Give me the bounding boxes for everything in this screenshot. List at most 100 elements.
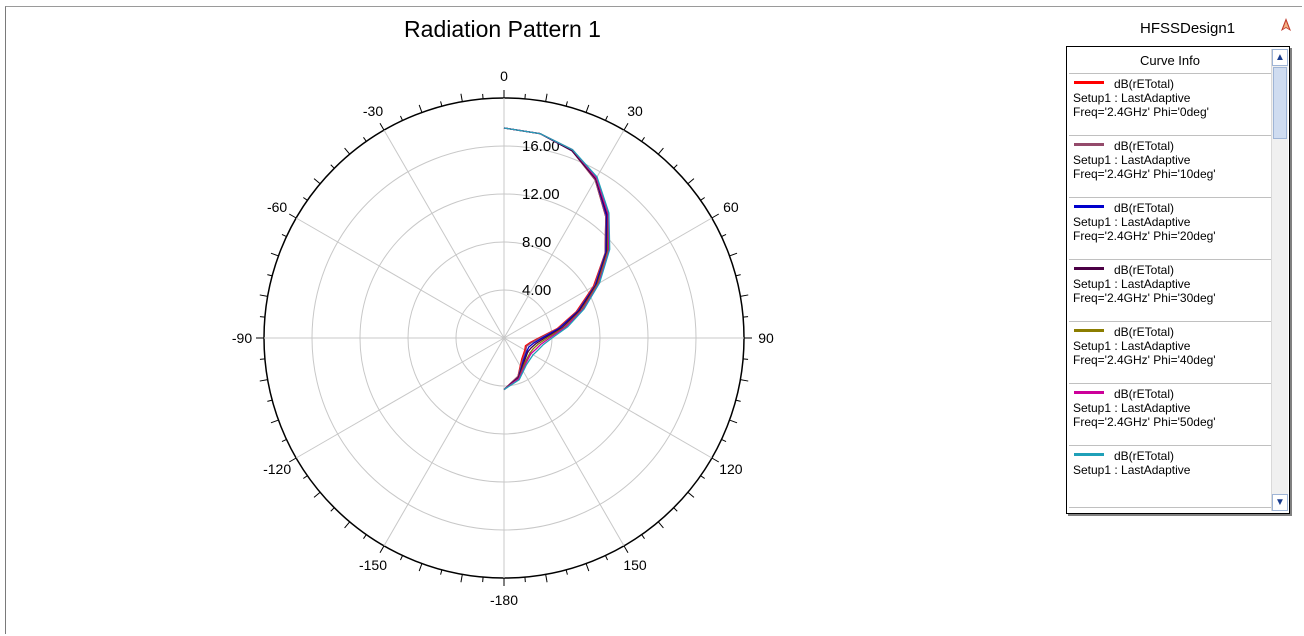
polar-tick-mark: [545, 574, 548, 583]
polar-tick-mark: [259, 294, 268, 297]
polar-tick-mark: [585, 104, 590, 113]
angle-tick-label: -90: [232, 330, 252, 346]
legend-params: Freq='2.4GHz' Phi='20deg': [1073, 229, 1216, 243]
series-swatch: [1074, 267, 1104, 271]
angle-tick-label: -30: [363, 103, 383, 119]
polar-grid-spoke: [503, 217, 713, 339]
polar-tick-mark: [281, 234, 287, 238]
radial-tick-label: 4.00: [522, 282, 551, 299]
polar-tick-mark: [379, 122, 385, 131]
polar-tick-mark: [303, 475, 308, 479]
legend-expression: dB(rETotal): [1114, 325, 1175, 339]
polar-tick-mark: [721, 234, 727, 238]
legend-expression: dB(rETotal): [1114, 77, 1175, 91]
polar-tick-mark: [657, 521, 664, 529]
legend-params: Freq='2.4GHz' Phi='40deg': [1073, 353, 1216, 367]
polar-tick-mark: [313, 178, 321, 185]
polar-tick-mark: [460, 574, 463, 583]
legend-params: Freq='2.4GHz' Phi='10deg': [1073, 167, 1216, 181]
polar-tick-mark: [687, 491, 695, 498]
polar-tick-mark: [735, 274, 741, 277]
polar-tick-mark: [344, 521, 351, 529]
legend-expression: dB(rETotal): [1114, 449, 1175, 463]
series-curve: [503, 127, 609, 391]
polar-tick-mark: [267, 399, 273, 402]
series-curve: [503, 127, 607, 391]
legend-params: Freq='2.4GHz' Phi='30deg': [1073, 291, 1216, 305]
legend-item[interactable]: dB(rETotal) Setup1 : LastAdaptive Freq='…: [1069, 136, 1271, 198]
polar-tick-mark: [330, 507, 335, 512]
polar-tick-mark: [721, 438, 727, 442]
polar-tick-mark: [281, 438, 287, 442]
polar-grid-spoke: [503, 337, 713, 459]
polar-tick-mark: [700, 475, 705, 479]
legend-scrollbar[interactable]: ▲ ▼: [1271, 49, 1288, 511]
polar-tick-mark: [711, 213, 720, 219]
polar-grid-spoke: [295, 217, 505, 339]
angle-tick-label: -150: [359, 557, 387, 573]
series-swatch: [1074, 143, 1104, 147]
polar-tick-mark: [440, 569, 443, 575]
polar-plot: 0 30 60 90 120 150 -180 -150 -120 -90 -60 -30 4.00 8.…: [232, 68, 774, 608]
polar-tick-mark: [673, 507, 678, 512]
legend-expression: dB(rETotal): [1114, 139, 1175, 153]
series-swatch: [1074, 329, 1104, 333]
polar-tick-mark: [270, 419, 279, 424]
scrollbar-thumb[interactable]: [1273, 67, 1287, 139]
legend-list: dB(rETotal) Setup1 : LastAdaptive Freq='…: [1069, 74, 1271, 510]
legend-expression: dB(rETotal): [1114, 201, 1175, 215]
legend-setup: Setup1 : LastAdaptive: [1073, 215, 1191, 229]
polar-tick-mark: [313, 491, 321, 498]
chart-title: Radiation Pattern 1: [404, 16, 601, 42]
polar-grid-spoke: [383, 129, 505, 339]
series-swatch: [1074, 81, 1104, 85]
scroll-down-arrow-icon[interactable]: ▼: [1272, 494, 1288, 511]
series-swatch: [1074, 453, 1104, 457]
polar-tick-mark: [604, 555, 608, 561]
angle-tick-label: -180: [490, 592, 518, 608]
scroll-up-arrow-icon[interactable]: ▲: [1272, 49, 1288, 66]
legend-setup: Setup1 : LastAdaptive: [1073, 153, 1191, 167]
polar-tick-mark: [735, 399, 741, 402]
legend-params: Freq='2.4GHz' Phi='50deg': [1073, 415, 1216, 429]
series-curve: [503, 127, 610, 391]
series-swatch: [1074, 391, 1104, 395]
polar-tick-mark: [363, 534, 367, 539]
polar-tick-mark: [330, 164, 335, 169]
legend-item[interactable]: dB(rETotal) Setup1 : LastAdaptive Freq='…: [1069, 260, 1271, 322]
polar-tick-mark: [729, 419, 738, 424]
legend-item[interactable]: dB(rETotal) Setup1 : LastAdaptive Freq='…: [1069, 74, 1271, 136]
polar-tick-mark: [344, 147, 351, 155]
polar-tick-mark: [418, 104, 423, 113]
polar-tick-mark: [729, 252, 738, 257]
legend-setup: Setup1 : LastAdaptive: [1073, 91, 1191, 105]
polar-tick-mark: [460, 93, 463, 102]
polar-tick-mark: [623, 545, 629, 554]
angle-tick-label: -60: [267, 199, 287, 215]
design-name-label: HFSSDesign1: [1140, 20, 1236, 37]
polar-tick-mark: [379, 545, 385, 554]
polar-grid-spoke: [503, 129, 625, 339]
polar-tick-mark: [440, 101, 443, 107]
legend-item[interactable]: dB(rETotal) Setup1 : LastAdaptive Freq='…: [1069, 322, 1271, 384]
radial-tick-label: 12.00: [522, 186, 560, 203]
polar-tick-mark: [418, 563, 423, 572]
legend-item[interactable]: dB(rETotal) Setup1 : LastAdaptive: [1069, 446, 1271, 508]
radial-tick-label: 8.00: [522, 234, 551, 251]
angle-tick-label: 120: [719, 461, 743, 477]
legend-setup: Setup1 : LastAdaptive: [1073, 463, 1191, 477]
report-frame: [5, 6, 1302, 634]
legend-expression: dB(rETotal): [1114, 387, 1175, 401]
polar-grid-spoke: [295, 337, 505, 459]
polar-tick-mark: [641, 534, 645, 539]
polar-tick-mark: [303, 197, 308, 201]
polar-tick-mark: [623, 122, 629, 131]
polar-tick-mark: [400, 555, 404, 561]
polar-tick-mark: [288, 457, 297, 463]
legend-header: Curve Info: [1069, 49, 1271, 74]
legend-item[interactable]: dB(rETotal) Setup1 : LastAdaptive Freq='…: [1069, 384, 1271, 446]
polar-tick-mark: [641, 137, 645, 142]
legend-item[interactable]: dB(rETotal) Setup1 : LastAdaptive Freq='…: [1069, 198, 1271, 260]
polar-tick-mark: [687, 178, 695, 185]
legend-expression: dB(rETotal): [1114, 263, 1175, 277]
